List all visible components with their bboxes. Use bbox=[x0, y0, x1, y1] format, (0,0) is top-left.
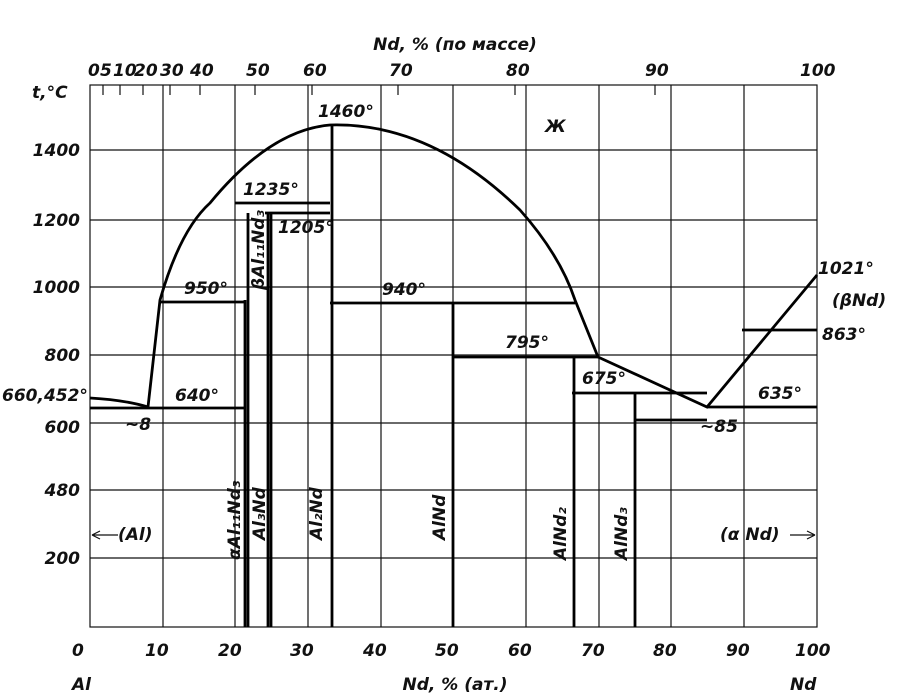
left-title: t,°C bbox=[32, 83, 68, 103]
bottom-tick: 0 bbox=[72, 641, 84, 661]
top-tick: 80 bbox=[506, 61, 530, 81]
phase: βAl₁₁Nd₃ bbox=[249, 210, 269, 291]
left-tick: 1000 bbox=[33, 278, 80, 298]
temp: ~8 bbox=[125, 415, 151, 435]
phase: AlNd₃ bbox=[612, 507, 632, 562]
phase: (Al) bbox=[118, 525, 153, 545]
top-tick: 50 bbox=[246, 61, 270, 81]
temp: 1460° bbox=[318, 102, 374, 122]
bottom-tick: 60 bbox=[508, 641, 532, 661]
bottom-tick: 10 bbox=[145, 641, 169, 661]
temp: 640° bbox=[175, 386, 219, 406]
temp: 1235° bbox=[243, 180, 299, 200]
bottom-tick: 20 bbox=[218, 641, 242, 661]
phase: Ж bbox=[544, 117, 567, 137]
labels: Nd, % (по массе) 0 5 10 20 30 40 50 60 7… bbox=[2, 35, 886, 695]
bottom-left: Al bbox=[70, 675, 92, 695]
temp: ~85 bbox=[700, 417, 738, 437]
top-tick: 100 bbox=[800, 61, 836, 81]
top-ticks bbox=[102, 85, 656, 95]
bottom-right: Nd bbox=[790, 675, 817, 695]
bottom-tick: 30 bbox=[290, 641, 314, 661]
bottom-tick: 90 bbox=[726, 641, 750, 661]
temp: 795° bbox=[505, 333, 549, 353]
arrow bbox=[790, 530, 816, 540]
top-tick: 70 bbox=[389, 61, 413, 81]
left-tick: 480 bbox=[44, 481, 81, 501]
compounds bbox=[243, 125, 637, 627]
left-tick: 600 bbox=[45, 418, 81, 438]
temp: 635° bbox=[758, 384, 802, 404]
top-title: Nd, % (по массе) bbox=[373, 35, 537, 55]
phase: AlNd bbox=[430, 494, 450, 542]
phase: (βNd) bbox=[832, 291, 886, 311]
solvus bbox=[89, 396, 149, 409]
temp: 675° bbox=[582, 369, 626, 389]
bottom-tick: 40 bbox=[362, 641, 387, 661]
temp: 1021° bbox=[818, 259, 874, 279]
phase: αAl₁₁Nd₃ bbox=[225, 480, 245, 560]
temp: 863° bbox=[822, 325, 866, 345]
bottom-title: Nd, % (ат.) bbox=[402, 675, 507, 695]
left-tick: 200 bbox=[45, 549, 81, 569]
top-tick: 40 bbox=[189, 61, 214, 81]
temp: 940° bbox=[382, 280, 426, 300]
arrow bbox=[91, 530, 118, 540]
top-tick: 10 bbox=[113, 61, 137, 81]
temp: 660,452° bbox=[2, 386, 88, 406]
top-tick: 60 bbox=[303, 61, 327, 81]
top-tick: 0 bbox=[88, 61, 100, 81]
phase-lines bbox=[89, 123, 819, 627]
top-tick: 30 bbox=[160, 61, 184, 81]
temp: 950° bbox=[184, 279, 228, 299]
left-tick: 800 bbox=[45, 346, 81, 366]
phase: Al₂Nd bbox=[307, 486, 327, 542]
temp: 1205° bbox=[278, 218, 334, 238]
phase: AlNd₂ bbox=[551, 507, 571, 562]
top-tick: 5 bbox=[100, 61, 112, 81]
liquidus bbox=[146, 123, 819, 409]
bottom-tick: 80 bbox=[653, 641, 677, 661]
phase: (α Nd) bbox=[720, 525, 780, 545]
phase: Al₃Nd bbox=[250, 486, 270, 542]
top-tick: 20 bbox=[134, 61, 158, 81]
top-tick: 90 bbox=[645, 61, 669, 81]
left-tick: 1400 bbox=[33, 141, 80, 161]
bottom-tick: 100 bbox=[795, 641, 831, 661]
bottom-tick: 70 bbox=[581, 641, 605, 661]
bottom-tick: 50 bbox=[435, 641, 459, 661]
left-tick: 1200 bbox=[33, 211, 80, 231]
